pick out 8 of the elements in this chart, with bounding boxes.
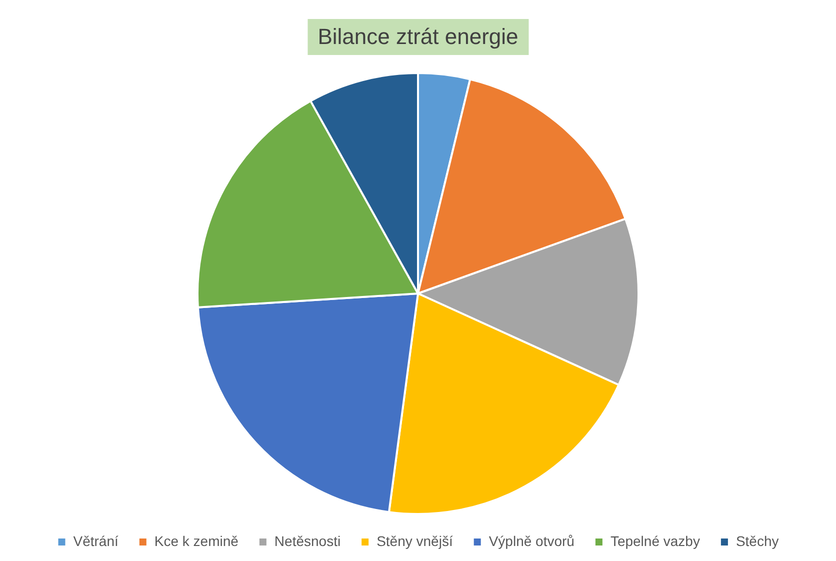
legend-label: Kce k zemině — [154, 532, 239, 549]
legend-label: Výplně otvorů — [488, 532, 574, 549]
legend-label: Stěny vnější — [376, 532, 453, 549]
legend-label: Stěchy — [736, 532, 779, 549]
chart-title: Bilance ztrát energie — [308, 19, 528, 55]
legend-label: Větrání — [73, 532, 119, 549]
legend-label: Netěsnosti — [274, 532, 341, 549]
legend-label: Tepelné vazby — [610, 532, 700, 549]
